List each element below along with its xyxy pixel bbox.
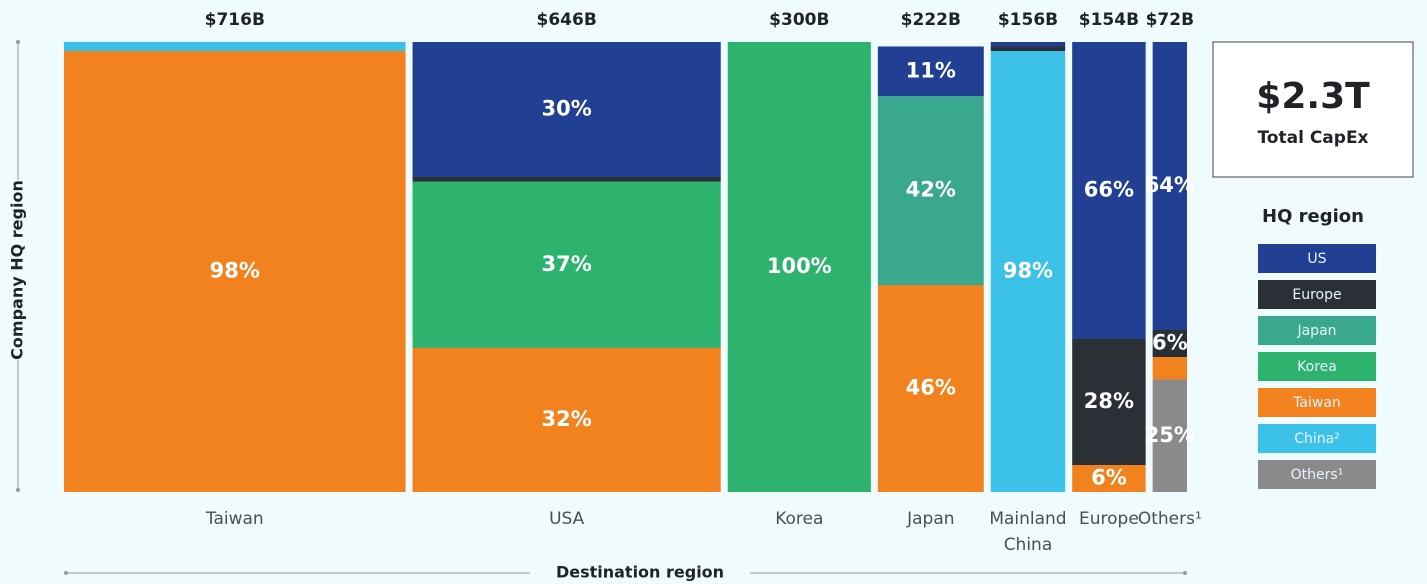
segment xyxy=(412,181,721,348)
segment xyxy=(727,42,871,492)
x-tick-label: USA xyxy=(549,509,585,529)
axis-dot xyxy=(64,571,68,575)
segment xyxy=(1152,357,1187,380)
segment-label: 46% xyxy=(906,376,956,400)
x-tick-label: Korea xyxy=(775,509,823,529)
segment-label: 6% xyxy=(1091,466,1127,490)
segment xyxy=(877,46,984,96)
legend-label: Europe xyxy=(1292,287,1341,303)
column-total: $72B xyxy=(1146,10,1194,30)
segment-label: 30% xyxy=(542,97,592,121)
segment-label: 6% xyxy=(1152,331,1188,355)
legend-swatch xyxy=(1258,316,1376,345)
axis-dot xyxy=(16,488,20,492)
segment xyxy=(990,42,1066,47)
total-box xyxy=(1212,41,1414,178)
legend-swatch xyxy=(1258,280,1376,309)
x-tick-label: Others¹ xyxy=(1138,509,1202,529)
segment-label: 11% xyxy=(906,58,956,82)
segment-label: 37% xyxy=(542,252,592,276)
segment-label: 100% xyxy=(767,254,832,278)
legend-swatch xyxy=(1258,424,1376,453)
legend-label: China² xyxy=(1294,431,1340,447)
segment xyxy=(990,51,1066,492)
column-total: $154B xyxy=(1079,10,1139,30)
x-tick-label: Taiwan xyxy=(205,509,264,529)
segment-label: 25% xyxy=(1145,423,1195,447)
segment xyxy=(1152,379,1187,492)
segment xyxy=(1152,330,1187,357)
segment-label: 64% xyxy=(1145,173,1195,197)
legend-swatch xyxy=(1258,244,1376,273)
legend-swatch xyxy=(1258,352,1376,381)
segment-label: 42% xyxy=(906,178,956,202)
axis-dot xyxy=(1183,571,1187,575)
segment-label: 98% xyxy=(210,259,260,283)
legend-label: Japan xyxy=(1296,323,1336,339)
x-axis: Destination region xyxy=(64,563,1187,582)
segment xyxy=(1072,465,1146,492)
segment xyxy=(412,42,721,177)
segment-label: 28% xyxy=(1084,389,1134,413)
segment xyxy=(412,177,721,182)
segment xyxy=(877,96,984,285)
legend-title: HQ region xyxy=(1262,206,1364,227)
column-total: $156B xyxy=(998,10,1058,30)
segment xyxy=(64,42,406,51)
total-caption: Total CapEx xyxy=(1257,128,1368,148)
legend-label: Taiwan xyxy=(1292,395,1341,411)
column-total: $716B xyxy=(205,10,265,30)
segment-label: 32% xyxy=(542,407,592,431)
segment xyxy=(1072,339,1146,465)
segment xyxy=(1152,42,1187,330)
legend-label: Korea xyxy=(1297,359,1337,375)
x-tick-label: Europe xyxy=(1079,509,1139,529)
x-axis-label: Destination region xyxy=(556,563,724,582)
segment xyxy=(64,51,406,492)
legend-label: US xyxy=(1307,251,1326,267)
axis-dot xyxy=(16,40,20,44)
legend-label: Others¹ xyxy=(1291,467,1344,483)
total-value: $2.3T xyxy=(1256,76,1370,117)
y-axis-label: Company HQ region xyxy=(8,180,27,360)
segment xyxy=(990,46,1066,51)
column-total: $222B xyxy=(901,10,961,30)
column-total: $300B xyxy=(769,10,829,30)
segment-label: 98% xyxy=(1003,259,1053,283)
column-total: $646B xyxy=(537,10,597,30)
segment xyxy=(1072,42,1146,339)
segment xyxy=(412,348,721,492)
legend-swatch xyxy=(1258,388,1376,417)
x-tick-label: Mainland China xyxy=(989,509,1066,555)
segment-label: 66% xyxy=(1084,178,1134,202)
x-tick-label: Japan xyxy=(906,509,954,529)
y-axis: Company HQ region xyxy=(8,40,27,492)
legend-swatch xyxy=(1258,460,1376,489)
segment xyxy=(877,285,984,492)
